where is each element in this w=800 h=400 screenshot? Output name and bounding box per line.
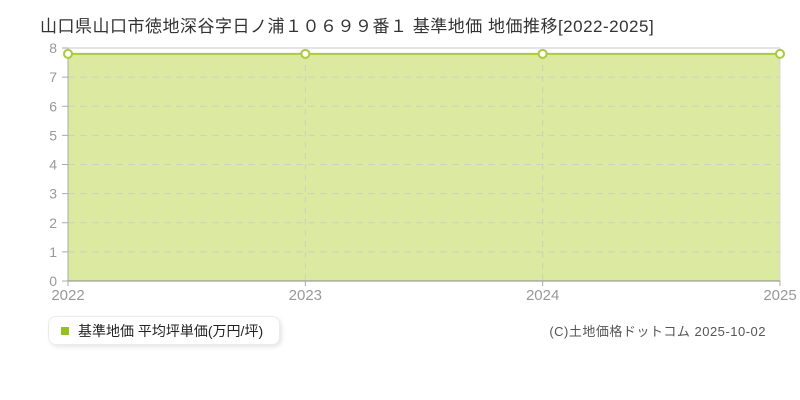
y-axis-label: 7 [49, 69, 57, 85]
y-axis-label: 0 [49, 273, 57, 289]
x-axis-label: 2025 [763, 287, 796, 304]
legend-swatch-icon [61, 326, 69, 335]
y-axis-label: 5 [49, 127, 57, 143]
x-axis-label: 2022 [51, 287, 84, 304]
data-point-marker[interactable] [775, 48, 785, 59]
price-trend-chart: 0 1 2 3 4 5 6 7 8 2022 2023 2024 2025 [49, 40, 796, 304]
data-point-marker[interactable] [300, 48, 311, 59]
data-point-marker[interactable] [537, 48, 548, 59]
chart-title: 山口県山口市徳地深谷字日ノ浦１０６９９番１ 基準地価 地価推移[2022-202… [40, 17, 655, 36]
legend: 基準地価 平均坪単価(万円/坪) [48, 316, 281, 345]
legend-label: 基準地価 平均坪単価(万円/坪) [78, 322, 264, 339]
chart-area-fill [68, 53, 780, 282]
data-point-marker[interactable] [63, 48, 73, 59]
y-axis-label: 2 [49, 215, 57, 231]
copyright-text: (C)土地価格ドットコム 2025-10-02 [549, 324, 766, 339]
y-axis-label: 6 [49, 98, 57, 114]
x-axis-label: 2023 [289, 287, 322, 304]
y-axis-label: 4 [49, 157, 57, 173]
price-trend-chart-svg: 0 1 2 3 4 5 6 7 8 2022 2023 2024 2025 [49, 40, 796, 304]
y-axis-label: 3 [49, 186, 57, 202]
x-axis-label: 2024 [526, 287, 559, 304]
y-axis-label: 1 [49, 244, 57, 260]
y-axis-label: 8 [49, 40, 57, 56]
